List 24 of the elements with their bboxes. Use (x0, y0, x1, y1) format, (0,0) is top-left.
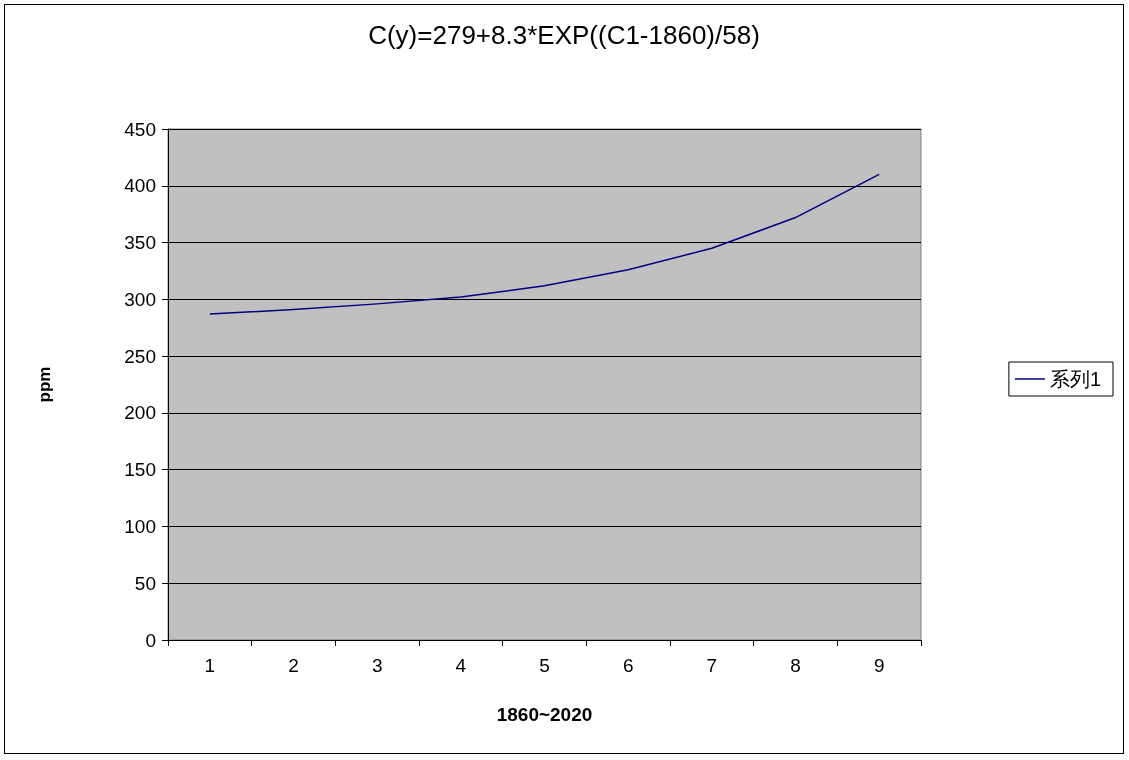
x-tick-label: 8 (790, 655, 801, 676)
y-tick-label: 100 (124, 515, 156, 537)
x-tick-label: 5 (539, 655, 550, 676)
x-tick-label: 4 (455, 655, 467, 676)
x-tick-label: 7 (706, 655, 718, 676)
line-series (209, 173, 880, 315)
x-axis-title: 1860~2020 (496, 704, 593, 725)
y-tick-label: 400 (124, 175, 156, 197)
legend-label: 系列1 (1049, 368, 1101, 390)
x-tick-label: 3 (371, 655, 383, 676)
y-tick-label: 250 (124, 345, 156, 367)
x-tick-label: 1 (204, 655, 216, 676)
y-tick-label: 200 (124, 402, 156, 424)
y-tick-label: 150 (124, 459, 156, 481)
y-axis-title: ppm (35, 366, 54, 403)
x-tick-label: 6 (622, 655, 634, 676)
y-tick-label: 450 (124, 118, 156, 140)
y-tick-label: 0 (145, 629, 156, 651)
y-tick-label: 50 (134, 572, 156, 594)
x-tick-label: 2 (288, 655, 299, 676)
x-tick-label: 9 (873, 655, 885, 676)
y-tick-label: 300 (124, 288, 156, 310)
y-tick-label: 350 (124, 232, 156, 254)
chart-title: C(y)=279+8.3*EXP((C1-1860)/58) (368, 20, 760, 50)
